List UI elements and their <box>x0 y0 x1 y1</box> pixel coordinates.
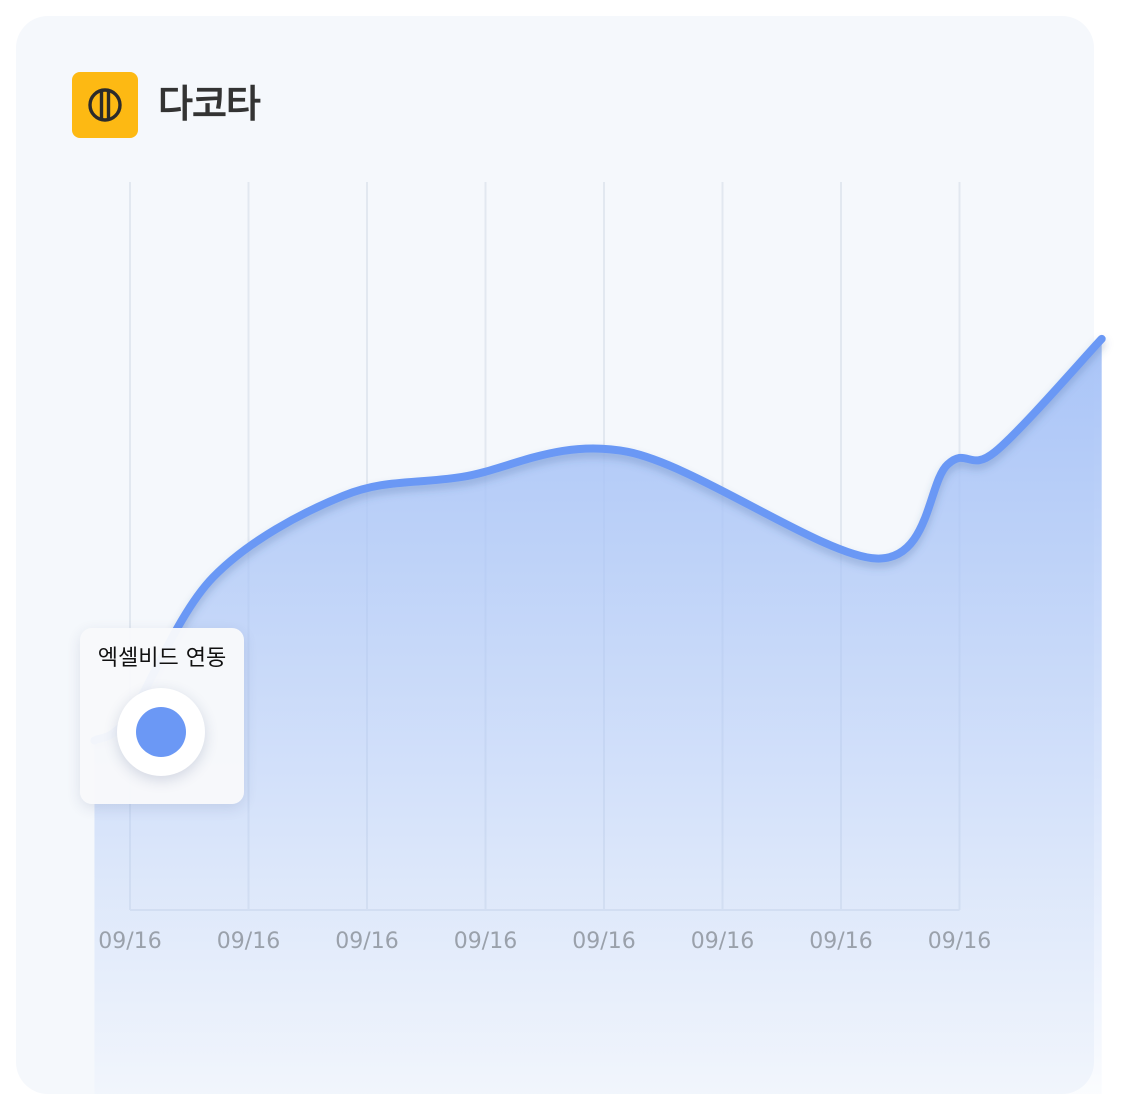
x-tick-label: 09/16 <box>217 929 280 954</box>
annotation-marker <box>117 688 205 776</box>
annotation-label: 엑셀비드 연동 <box>97 646 227 671</box>
annotation-tooltip: 엑셀비드 연동 <box>80 628 244 804</box>
x-tick-label: 09/16 <box>335 929 398 954</box>
x-tick-label: 09/16 <box>454 929 517 954</box>
dakota-logo-icon <box>72 72 138 138</box>
annotation-marker-dot <box>136 707 186 757</box>
x-tick-label: 09/16 <box>572 929 635 954</box>
x-tick-label: 09/16 <box>98 929 161 954</box>
series-area <box>94 338 1102 1094</box>
series-line <box>90 334 1106 745</box>
x-tick-label: 09/16 <box>928 929 991 954</box>
x-tick-label: 09/16 <box>691 929 754 954</box>
brand-name: 다코타 <box>158 82 261 126</box>
x-tick-label: 09/16 <box>809 929 872 954</box>
